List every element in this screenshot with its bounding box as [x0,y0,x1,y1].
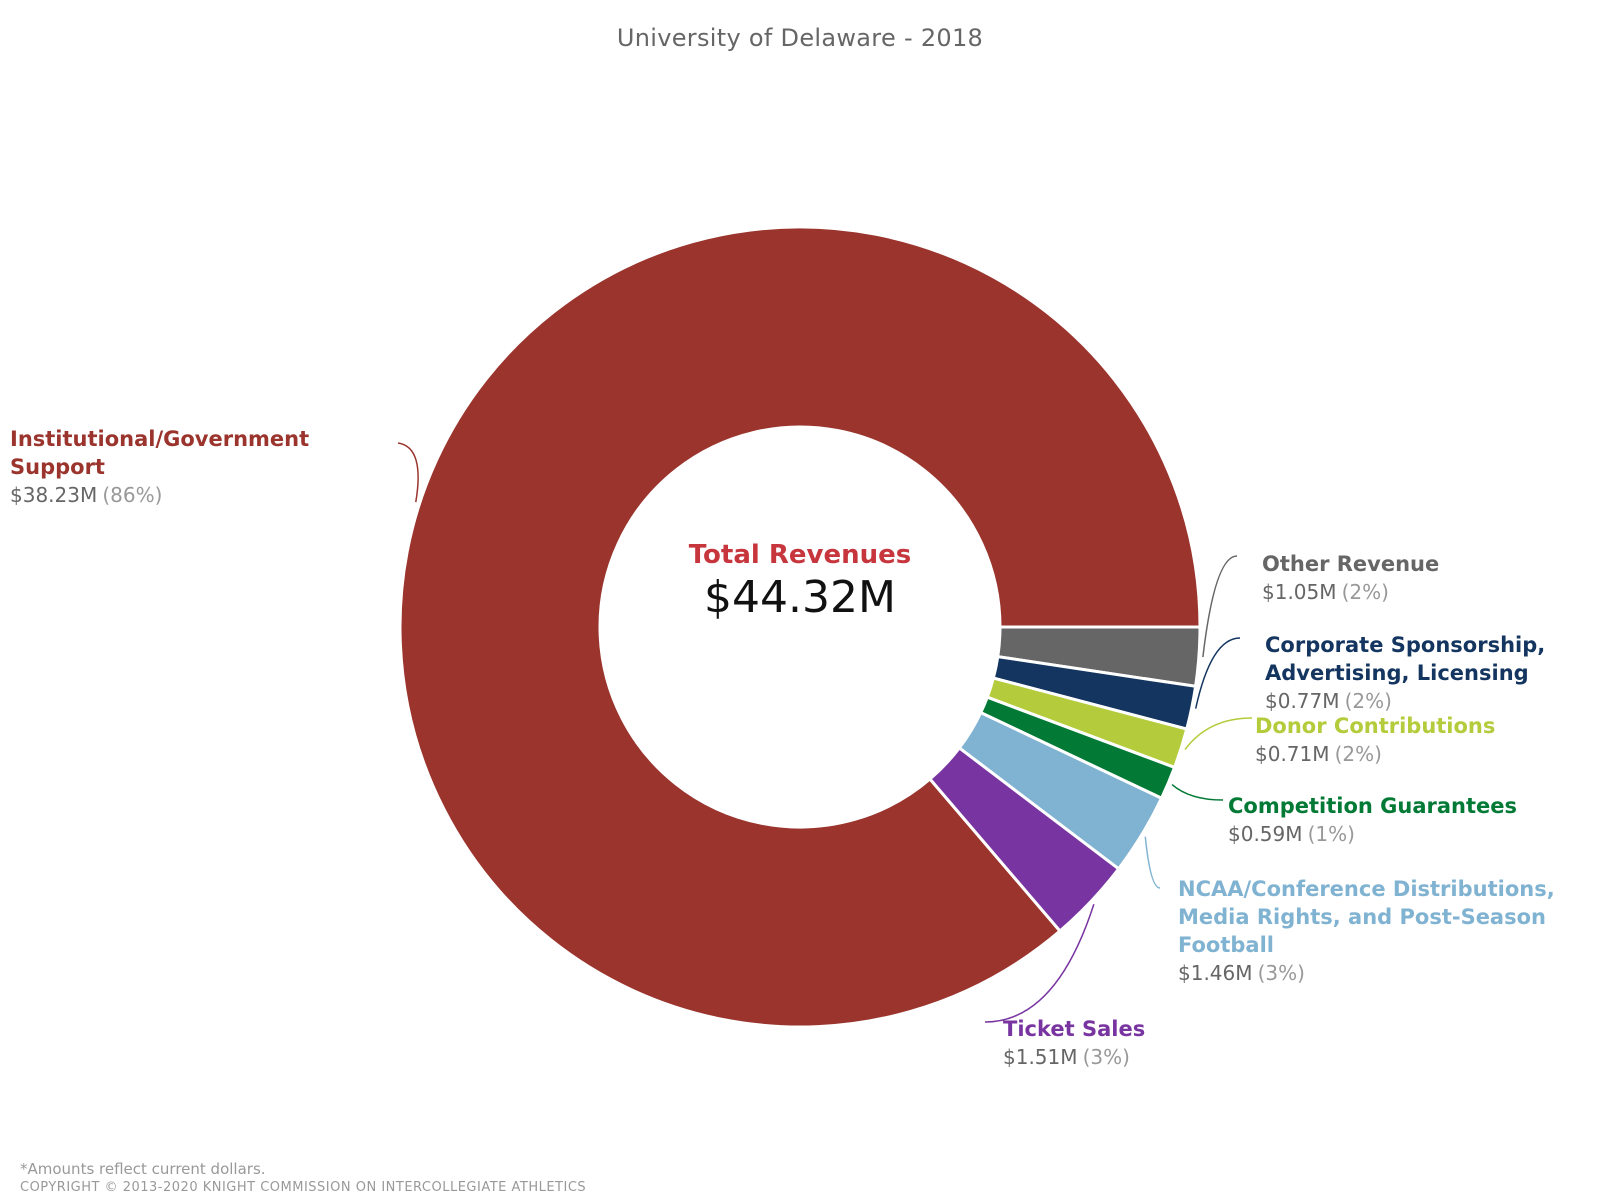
label-ncaa-distributions[interactable]: NCAA/Conference Distributions, Media Rig… [1178,875,1578,989]
label-other-revenue-name: Other Revenue [1262,552,1440,576]
label-ticket-sales-percent: (3%) [1082,1045,1130,1069]
connector-ticket-sales [984,904,1095,1023]
label-donor-contributions[interactable]: Donor Contributions $0.71M (2%) [1255,712,1575,770]
connector-institutional-support [397,442,419,503]
label-ncaa-distributions-amount: $1.46M [1178,961,1253,985]
center-title: Total Revenues [688,540,912,570]
label-institutional-support-amount: $38.23M [10,483,98,507]
connector-ncaa-distributions [1144,836,1161,889]
center-value: $44.32M [704,572,896,623]
connector-donor-contributions [1184,717,1253,751]
label-ncaa-distributions-name: NCAA/Conference Distributions, Media Rig… [1178,877,1555,957]
slice-institutional-support[interactable] [398,225,1202,1029]
footnote: *Amounts reflect current dollars. [20,1160,266,1178]
label-ncaa-distributions-percent: (3%) [1257,961,1305,985]
connector-competition-guarantees [1171,783,1224,801]
connector-other-revenue [1202,555,1238,658]
label-competition-guarantees-amount: $0.59M [1228,822,1303,846]
chart-title: University of Delaware - 2018 [616,24,984,52]
label-institutional-support[interactable]: Institutional/Government Support $38.23M… [10,425,350,511]
connector-corporate-sponsorship [1194,637,1241,709]
label-other-revenue[interactable]: Other Revenue $1.05M (2%) [1262,550,1582,608]
label-other-revenue-amount: $1.05M [1262,580,1337,604]
label-other-revenue-percent: (2%) [1341,580,1389,604]
copyright: COPYRIGHT © 2013-2020 KNIGHT COMMISSION … [20,1180,587,1195]
label-competition-guarantees-name: Competition Guarantees [1228,794,1518,818]
label-corporate-sponsorship-percent: (2%) [1344,689,1392,713]
label-donor-contributions-name: Donor Contributions [1255,714,1496,738]
label-competition-guarantees-percent: (1%) [1307,822,1355,846]
label-donor-contributions-amount: $0.71M [1255,742,1330,766]
label-institutional-support-name: Institutional/Government Support [10,427,310,479]
label-institutional-support-percent: (86%) [102,483,163,507]
slice-ticket-sales[interactable] [927,745,1121,934]
label-ticket-sales-amount: $1.51M [1003,1045,1078,1069]
label-donor-contributions-percent: (2%) [1334,742,1382,766]
label-corporate-sponsorship-name: Corporate Sponsorship, Advertising, Lice… [1265,633,1546,685]
label-competition-guarantees[interactable]: Competition Guarantees $0.59M (1%) [1228,792,1568,850]
label-ticket-sales[interactable]: Ticket Sales $1.51M (3%) [1003,1015,1303,1073]
label-corporate-sponsorship[interactable]: Corporate Sponsorship, Advertising, Lice… [1265,631,1575,717]
label-ticket-sales-name: Ticket Sales [1003,1017,1146,1041]
label-corporate-sponsorship-amount: $0.77M [1265,689,1340,713]
